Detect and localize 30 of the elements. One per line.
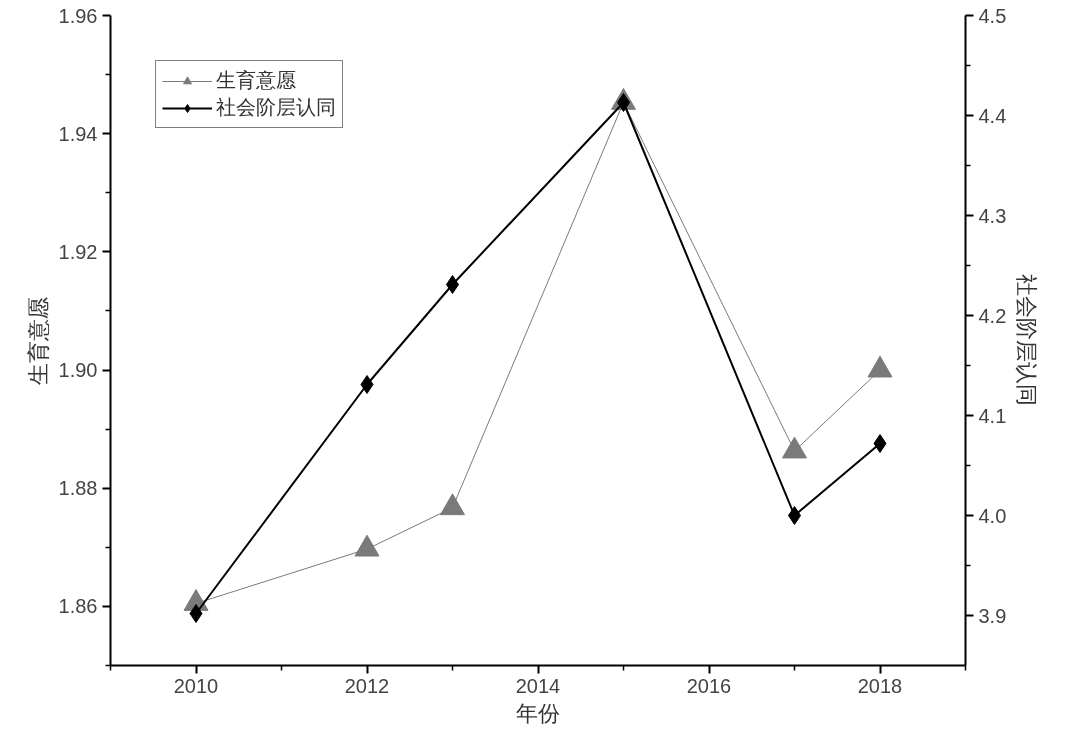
point (354, 534, 380, 557)
x-tick-label: 2018 (857, 674, 903, 697)
y-tick-label: 1.88 (58, 477, 98, 500)
point (360, 375, 374, 394)
legend-label: 社会阶层认同 (216, 95, 336, 120)
y-axis-title: 生育意愿 (25, 296, 51, 385)
x-tick-label: 2014 (515, 674, 561, 697)
x-tick-label: 2010 (173, 674, 219, 697)
point (440, 493, 465, 516)
y-tick-label: 1.92 (58, 240, 98, 263)
point (867, 355, 893, 378)
y2-tick-label: 4.3 (978, 204, 1007, 227)
point (873, 434, 887, 453)
y-tick-label: 1.96 (58, 4, 98, 27)
point (189, 604, 203, 623)
y2-tick-label: 4.0 (978, 504, 1007, 527)
y-tick-label: 1.90 (58, 359, 98, 382)
y2-tick-label: 4.5 (978, 4, 1007, 27)
y2-tick-label: 4.1 (978, 404, 1007, 427)
y2-tick-label: 4.2 (978, 304, 1007, 327)
y2-axis-title: 社会阶层认同 (1014, 274, 1040, 407)
x-tick-label: 2012 (344, 674, 390, 697)
point (782, 436, 807, 459)
y2-tick-label: 4.4 (978, 104, 1007, 127)
y2-tick-label: 3.9 (978, 604, 1007, 627)
x-tick-label: 2016 (686, 674, 732, 697)
x-axis-title: 年份 (516, 700, 560, 726)
y-tick-label: 1.94 (58, 122, 98, 145)
legend-label: 生育意愿 (216, 68, 296, 93)
y-tick-label: 1.86 (58, 595, 98, 618)
